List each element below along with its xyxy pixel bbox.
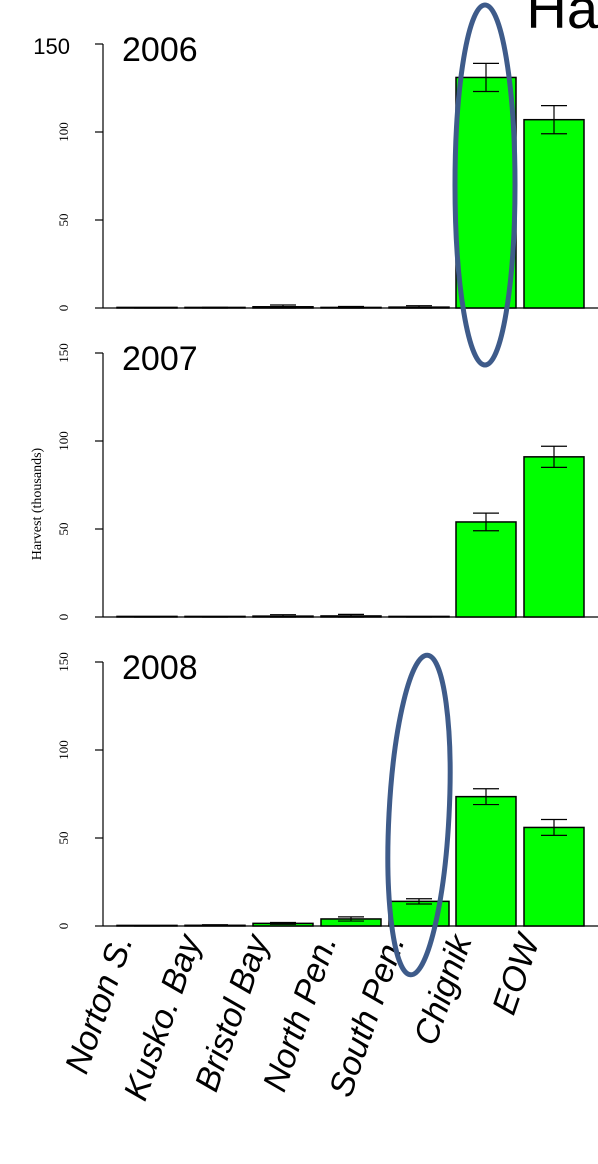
panel-title: 2008 [122, 649, 198, 687]
y-tick-label: 150 [56, 652, 71, 672]
y-tick-label: 100 [56, 740, 71, 760]
chart-panels: 0 50 100 150 2006 0 50 100 150 2007 0 50 100 150 2008 [33, 31, 598, 929]
panel-2007: 0 50 100 150 2007 [56, 340, 598, 620]
panel-title: 2006 [122, 31, 198, 69]
bar-chignik [455, 76, 517, 309]
bar-chignik [455, 795, 517, 927]
y-tick-label: 150 [33, 34, 70, 59]
y-tick-label: 50 [56, 214, 71, 227]
x-category-label: Norton S. [58, 930, 141, 1078]
x-category-label: EOW [485, 927, 548, 1019]
y-tick-label: 50 [56, 523, 71, 536]
highlight-ellipse-2006-chignik [452, 2, 518, 368]
bar-eow [523, 456, 585, 618]
y-tick-label: 0 [56, 923, 71, 930]
bar-eow [523, 118, 585, 309]
panel-2006: 0 50 100 150 2006 [33, 31, 598, 311]
highlight-ellipses [385, 2, 518, 978]
y-tick-label: 50 [56, 832, 71, 845]
x-category-label: Chignik [407, 928, 480, 1049]
y-tick-label: 0 [56, 614, 71, 621]
bar-chignik [455, 521, 517, 618]
corner-title-fragment: Ha [526, 0, 598, 40]
y-tick-label: 150 [56, 343, 71, 363]
panel-title: 2007 [122, 340, 198, 378]
y-tick-label: 100 [56, 431, 71, 451]
y-axis-label: Harvest (thousands) [30, 447, 45, 560]
panel-2008: 0 50 100 150 2008 [56, 649, 598, 929]
highlight-ellipse-2008-south-pen [385, 652, 453, 978]
y-tick-label: 0 [56, 305, 71, 312]
y-tick-label: 100 [56, 122, 71, 142]
bar-eow [523, 826, 585, 927]
